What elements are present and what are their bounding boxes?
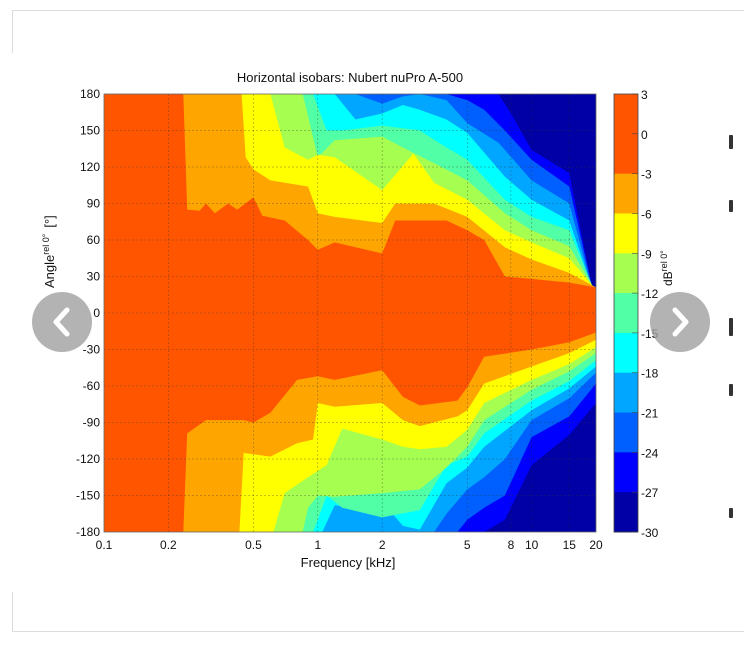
x-tick-label: 8 [508,538,515,552]
colorbar-band [614,412,638,453]
colorbar-tick-label: -27 [641,486,659,500]
y-tick-label: 0 [93,306,100,320]
colorbar-label-main: dB [661,271,675,286]
x-tick-label: 0.1 [96,538,113,552]
colorbar-label: dBrel 0° [659,250,675,286]
isobar-chart: Horizontal isobars: Nubert nuPro A-500 1… [41,70,675,570]
y-tick-label: -180 [76,525,100,539]
y-tick-label: -60 [83,379,101,393]
y-tick-label: 60 [87,233,101,247]
y-axis-label: Anglerel 0° [°] [41,215,57,288]
x-tick-labels: 0.1 0.2 0.5 1 2 5 8 10 15 20 [96,538,603,552]
y-tick-label: 150 [80,124,100,138]
colorbar-label-sub: rel 0° [659,250,669,272]
colorbar-band [614,492,638,533]
next-slide-peek [729,318,733,336]
next-slide-peek [729,384,733,396]
plot-border [103,93,597,533]
x-tick-label: 0.5 [245,538,262,552]
colorbar-tick-label: -9 [641,247,652,261]
y-tick-label: 120 [80,160,100,174]
y-tick-label: -120 [76,452,100,466]
colorbar-band [614,213,638,254]
svg-text:dBrel 0°: dBrel 0° [659,250,675,286]
colorbar-tick-label: -12 [641,287,659,301]
chart-title: Horizontal isobars: Nubert nuPro A-500 [237,70,463,85]
x-tick-label: 5 [464,538,471,552]
colorbar-tick-label: 3 [641,88,648,102]
y-tick-label: -150 [76,489,100,503]
colorbar-band [614,332,638,374]
colorbar-band [614,372,638,414]
x-tick-label: 1 [314,538,321,552]
previous-slide-button[interactable] [32,292,92,352]
x-tick-label: 0.2 [160,538,177,552]
x-tick-label: 15 [563,538,577,552]
colorbar [614,94,638,533]
colorbar-band [614,293,638,334]
y-tick-label: 90 [87,197,101,211]
colorbar-tick-label: -6 [641,207,652,221]
next-slide-button[interactable] [650,292,710,352]
colorbar-tick-labels: 30-3-6-9-12-15-18-21-24-27-30 [632,88,659,540]
next-slide-peek [729,135,733,149]
colorbar-tick-label: -18 [641,367,659,381]
x-tick-label: 20 [589,538,603,552]
chevron-right-icon [672,307,689,337]
x-axis-label: Frequency [kHz] [301,555,396,570]
colorbar-tick-label: -21 [641,407,659,421]
x-tick-label: 10 [525,538,539,552]
next-slide-peek [729,508,733,518]
carousel-slide: Horizontal isobars: Nubert nuPro A-500 1… [0,53,744,592]
chevron-left-icon [53,307,70,337]
y-axis-label-sub: rel 0° [41,233,51,255]
grid-lines [104,94,596,532]
colorbar-band [614,173,638,214]
y-tick-label: -30 [83,343,101,357]
svg-text:Anglerel 0°[°]: Anglerel 0° [°] [41,215,57,288]
colorbar-band [614,133,638,175]
y-tick-label: -90 [83,416,101,430]
colorbar-tick-label: -24 [641,446,659,460]
next-slide-peek [729,200,733,212]
colorbar-band [614,253,638,294]
y-tick-label: 180 [80,87,100,101]
colorbar-tick-label: -3 [641,168,652,182]
y-axis-label-main: Angle [42,255,57,288]
colorbar-tick-label: -30 [641,526,659,540]
colorbar-band [614,452,638,493]
y-axis-label-unit: [°] [42,215,57,227]
x-tick-label: 2 [379,538,386,552]
colorbar-tick-label: 0 [641,128,648,142]
colorbar-border [613,93,639,533]
colorbar-band [614,94,638,135]
y-tick-label: 30 [87,270,101,284]
y-tick-labels: 180 150 120 90 60 30 0 -30 -60 -90 -120 -150 -180 [76,87,100,539]
